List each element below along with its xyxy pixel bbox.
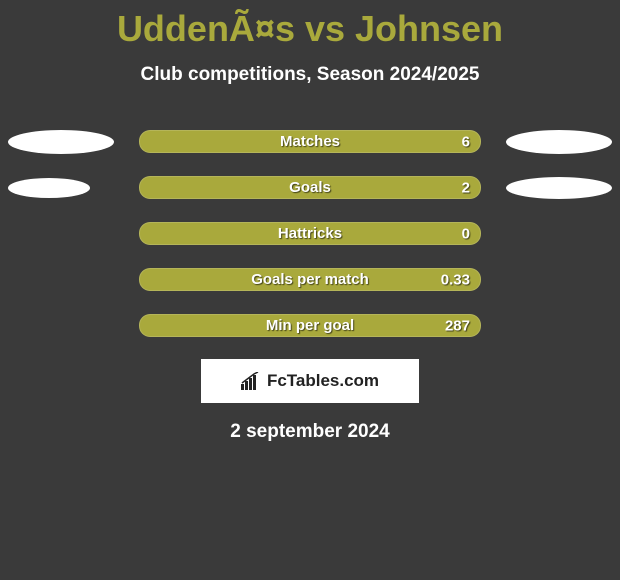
stat-value-right: 6 [462,133,470,150]
stat-label: Min per goal [266,317,354,334]
stat-row: Hattricks 0 [0,222,620,245]
stat-value-right: 0.33 [441,271,470,288]
stat-pill: Goals 2 [139,176,481,199]
stat-row: Goals 2 [0,176,620,199]
stat-pill: Goals per match 0.33 [139,268,481,291]
bar-chart-icon [241,372,261,390]
page-title: UddenÃ¤s vs Johnsen [117,8,503,50]
stat-value-right: 0 [462,225,470,242]
stat-row: Goals per match 0.33 [0,268,620,291]
stat-row: Min per goal 287 [0,314,620,337]
source-badge: FcTables.com [201,359,419,403]
stats-list: Matches 6 Goals 2 Hattricks 0 [0,130,620,337]
stat-label: Matches [280,133,340,150]
date-text: 2 september 2024 [230,421,390,443]
ellipse-right [506,130,612,154]
stat-label: Hattricks [278,225,342,242]
stat-label: Goals per match [251,271,369,288]
ellipse-left [8,178,90,198]
stat-value-right: 2 [462,179,470,196]
stat-label: Goals [289,179,331,196]
page-subtitle: Club competitions, Season 2024/2025 [141,64,480,86]
stat-pill: Matches 6 [139,130,481,153]
ellipse-right [506,177,612,199]
page-root: UddenÃ¤s vs Johnsen Club competitions, S… [0,0,620,580]
source-badge-text: FcTables.com [267,371,379,391]
ellipse-left [8,130,114,154]
stat-value-right: 287 [445,317,470,334]
stat-row: Matches 6 [0,130,620,153]
stat-pill: Min per goal 287 [139,314,481,337]
stat-pill: Hattricks 0 [139,222,481,245]
